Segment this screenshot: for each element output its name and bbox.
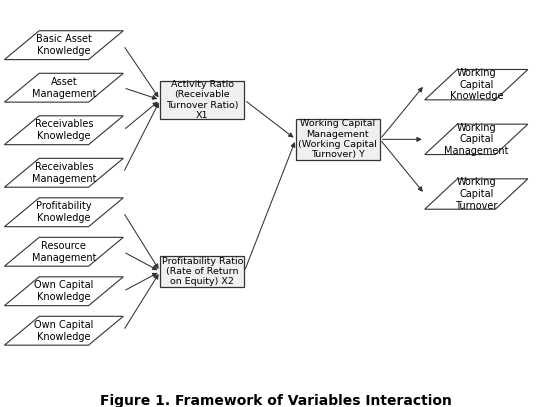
Polygon shape [425,124,528,155]
Text: Own Capital
Knowledge: Own Capital Knowledge [34,320,94,341]
Text: Working Capital
Management
(Working Capital
Turnover) Y: Working Capital Management (Working Capi… [299,119,377,160]
Text: Own Capital
Knowledge: Own Capital Knowledge [34,280,94,302]
Polygon shape [4,198,123,227]
Text: Working
Capital
Knowledge: Working Capital Knowledge [450,68,503,101]
Polygon shape [4,237,123,266]
Polygon shape [4,31,123,59]
Bar [160,256,244,287]
Text: Asset
Management: Asset Management [31,77,96,98]
Polygon shape [4,116,123,144]
Polygon shape [4,277,123,306]
Text: Working
Capital
Management: Working Capital Management [444,123,509,156]
Polygon shape [4,73,123,102]
Text: Profitability Ratio
(Rate of Return
on Equity) X2: Profitability Ratio (Rate of Return on E… [161,256,243,287]
Text: Figure 1. Framework of Variables Interaction: Figure 1. Framework of Variables Interac… [100,394,451,407]
Polygon shape [4,316,123,345]
Text: Receivables
Management: Receivables Management [31,162,96,184]
Text: Activity Ratio
(Receivable
Turnover Ratio)
X1: Activity Ratio (Receivable Turnover Rati… [166,80,239,120]
Text: Working
Capital
Turnover: Working Capital Turnover [455,177,498,211]
Text: Profitability
Knowledge: Profitability Knowledge [36,201,91,223]
Polygon shape [425,70,528,100]
Text: Resource
Management: Resource Management [31,241,96,263]
Polygon shape [425,179,528,209]
Bar [296,119,380,160]
Text: Receivables
Knowledge: Receivables Knowledge [35,119,93,141]
Text: Basic Asset
Knowledge: Basic Asset Knowledge [36,34,92,56]
Polygon shape [4,158,123,187]
Bar [160,81,244,119]
